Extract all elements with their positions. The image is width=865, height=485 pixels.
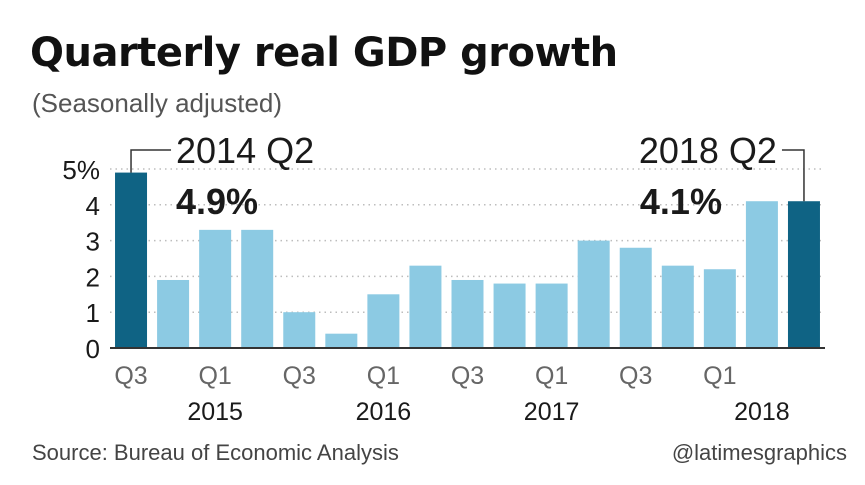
bar — [577, 240, 610, 348]
x-tick-label: Q1 — [703, 362, 736, 390]
x-tick-label: Q3 — [451, 362, 484, 390]
bar — [157, 279, 190, 348]
highlighted-bar — [787, 201, 820, 348]
highlighted-bar — [115, 172, 148, 348]
chart-title: Quarterly real GDP growth — [30, 30, 618, 76]
bar — [493, 283, 526, 348]
x-tick-label: Q1 — [367, 362, 400, 390]
source-note: Source: Bureau of Economic Analysis — [32, 440, 399, 465]
x-tick-label: Q1 — [198, 362, 231, 390]
year-label: 2018 — [734, 398, 790, 426]
callout-value-label: 4.1% — [640, 181, 722, 222]
y-tick-label: 3 — [86, 227, 100, 257]
y-tick-label: 4 — [86, 191, 100, 221]
bar — [409, 265, 442, 348]
callout-leader — [130, 149, 172, 173]
x-tick-label: Q3 — [619, 362, 652, 390]
year-label: 2015 — [187, 398, 243, 426]
bar — [745, 201, 778, 348]
x-tick-label: Q3 — [283, 362, 316, 390]
bar — [283, 312, 316, 348]
bar — [451, 279, 484, 348]
x-tick-label: Q1 — [535, 362, 568, 390]
callout-leader — [781, 149, 805, 202]
chart-subtitle: (Seasonally adjusted) — [32, 88, 283, 118]
bar — [367, 294, 400, 348]
bar — [661, 265, 694, 348]
y-tick-label: 5% — [62, 155, 100, 185]
year-label: 2017 — [524, 398, 580, 426]
bar — [619, 247, 652, 348]
bar — [703, 269, 736, 348]
credit-note: @latimesgraphics — [671, 440, 847, 465]
bar — [535, 283, 568, 348]
bar — [199, 229, 232, 348]
callout-period-label: 2018 Q2 — [639, 130, 777, 171]
gdp-bar-chart: 0 1 2 3 4 5% Q3 Q1 Q3 Q1 Q3 Q1 Q3 Q1 2015 2016 2017 2018 2… — [62, 130, 825, 426]
callout-period-label: 2014 Q2 — [176, 130, 314, 171]
y-tick-label: 1 — [86, 298, 100, 328]
y-tick-label: 2 — [86, 262, 100, 292]
callout-value-label: 4.9% — [176, 181, 258, 222]
bar — [325, 333, 358, 348]
x-tick-label: Q3 — [114, 362, 147, 390]
year-label: 2016 — [356, 398, 412, 426]
y-tick-label: 0 — [86, 334, 100, 364]
bar — [241, 229, 274, 348]
